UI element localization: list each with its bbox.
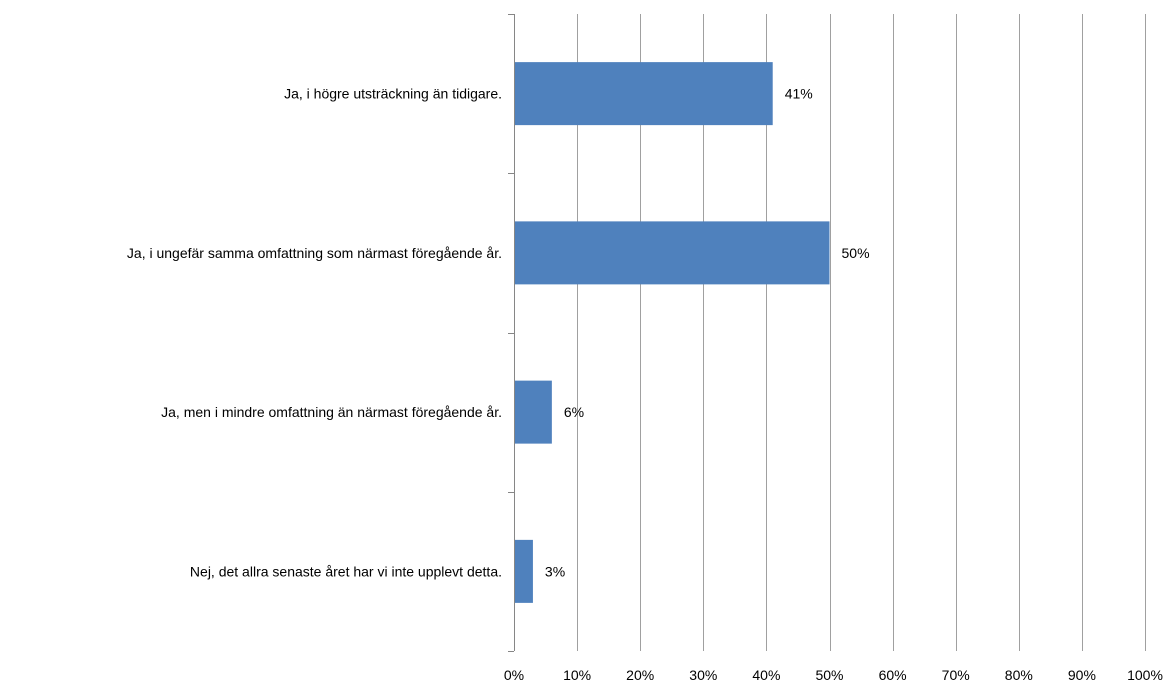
x-tick-label: 100% — [1127, 667, 1163, 683]
category-label: Ja, men i mindre omfattning än närmast f… — [161, 404, 502, 420]
labels: 0% 10% 20% 30% 40% 50% 60% 70% 80% 90% 100% Ja, i h… — [127, 86, 1163, 683]
x-tick-label: 80% — [1005, 667, 1033, 683]
x-tick-label: 60% — [879, 667, 907, 683]
x-tick-label: 90% — [1068, 667, 1096, 683]
data-label: 41% — [785, 86, 813, 102]
x-tick-label: 70% — [942, 667, 970, 683]
x-tick-label: 0% — [504, 667, 524, 683]
category-label: Nej, det allra senaste året har vi inte … — [190, 563, 502, 579]
bar — [515, 380, 552, 444]
x-tick-label: 20% — [626, 667, 654, 683]
x-tick-label: 50% — [815, 667, 843, 683]
bar — [515, 539, 533, 603]
bar — [515, 221, 830, 285]
category-label: Ja, i ungefär samma omfattning som närma… — [127, 245, 502, 261]
data-label: 3% — [545, 563, 565, 579]
bar — [515, 62, 773, 126]
axes — [508, 14, 515, 652]
category-label: Ja, i högre utsträckning än tidigare. — [284, 86, 502, 102]
data-label: 50% — [842, 245, 870, 261]
x-tick-label: 10% — [563, 667, 591, 683]
x-tick-label: 40% — [752, 667, 780, 683]
data-label: 6% — [564, 404, 584, 420]
x-tick-label: 30% — [689, 667, 717, 683]
bars — [515, 62, 830, 603]
